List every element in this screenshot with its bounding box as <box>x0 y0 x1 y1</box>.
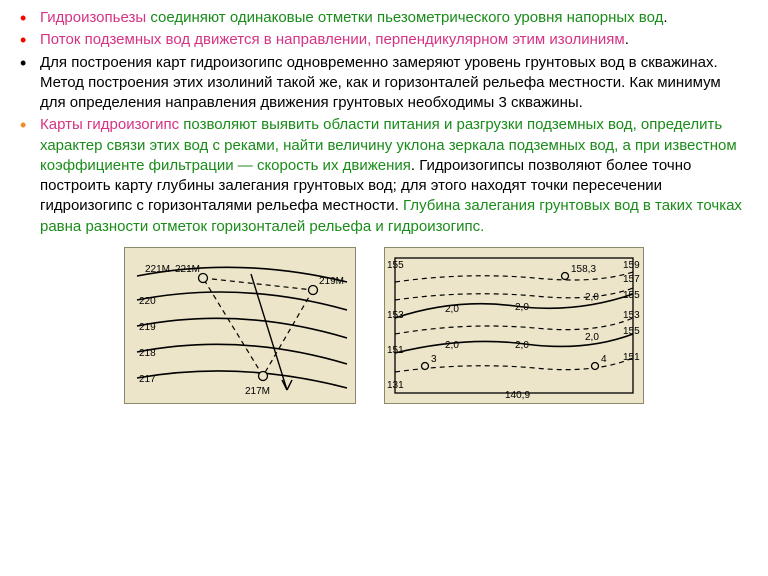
svg-text:2,0: 2,0 <box>585 332 599 343</box>
text-run: Для построения карт гидроизогипс одновре… <box>40 54 721 112</box>
bullet-list: Гидроизопьезы соединяют одинаковые отмет… <box>18 8 750 237</box>
svg-text:158,3: 158,3 <box>571 264 596 275</box>
figure-right: 155 153 151 131 159 157 155 153 155 151 2,0 2,0 2,0 2… <box>384 247 644 404</box>
text-run: Поток подземных вод движется в направлен… <box>40 31 625 48</box>
figure-left: 221М 220 219 218 217 221М 219М 217М <box>124 247 356 404</box>
svg-text:217: 217 <box>139 374 156 385</box>
text-run: Карты гидроизогипс <box>40 116 183 133</box>
svg-text:221М: 221М <box>145 264 170 275</box>
svg-text:4: 4 <box>601 354 607 365</box>
bullet-item: Поток подземных вод движется в направлен… <box>18 30 750 50</box>
text-run: Гидроизопьезы <box>40 9 150 26</box>
svg-text:217М: 217М <box>245 386 270 397</box>
svg-text:155: 155 <box>387 260 404 271</box>
svg-text:220: 220 <box>139 296 156 307</box>
svg-text:155: 155 <box>623 290 640 301</box>
svg-text:140,9: 140,9 <box>505 390 530 401</box>
svg-text:221М: 221М <box>175 264 200 275</box>
bullet-item: Карты гидроизогипс позволяют выявить обл… <box>18 115 750 237</box>
svg-text:153: 153 <box>387 310 404 321</box>
svg-text:3: 3 <box>431 354 437 365</box>
bullet-item: Гидроизопьезы соединяют одинаковые отмет… <box>18 8 750 28</box>
svg-text:151: 151 <box>387 345 404 356</box>
svg-text:2,0: 2,0 <box>445 304 459 315</box>
contour-diagram: 221М 220 219 218 217 221М 219М 217М <box>125 248 355 403</box>
depth-map-diagram: 155 153 151 131 159 157 155 153 155 151 2,0 2,0 2,0 2… <box>385 248 643 403</box>
svg-text:155: 155 <box>623 326 640 337</box>
text-run: . <box>625 31 629 48</box>
svg-text:159: 159 <box>623 260 640 271</box>
text-run: . <box>663 9 667 26</box>
svg-text:153: 153 <box>623 310 640 321</box>
svg-text:2,0: 2,0 <box>515 340 529 351</box>
bullet-item: Для построения карт гидроизогипс одновре… <box>18 53 750 114</box>
svg-text:2,0: 2,0 <box>585 292 599 303</box>
svg-text:218: 218 <box>139 348 156 359</box>
svg-text:2,0: 2,0 <box>445 340 459 351</box>
svg-text:151: 151 <box>623 352 640 363</box>
svg-text:2,0: 2,0 <box>515 302 529 313</box>
slide: Гидроизопьезы соединяют одинаковые отмет… <box>0 0 768 576</box>
svg-text:131: 131 <box>387 380 404 391</box>
svg-text:219М: 219М <box>319 276 344 287</box>
figures-row: 221М 220 219 218 217 221М 219М 217М 155 153 151 13… <box>18 247 750 404</box>
text-run: соединяют одинаковые отметки пьезометрич… <box>150 9 663 26</box>
svg-text:157: 157 <box>623 274 640 285</box>
svg-text:219: 219 <box>139 322 156 333</box>
